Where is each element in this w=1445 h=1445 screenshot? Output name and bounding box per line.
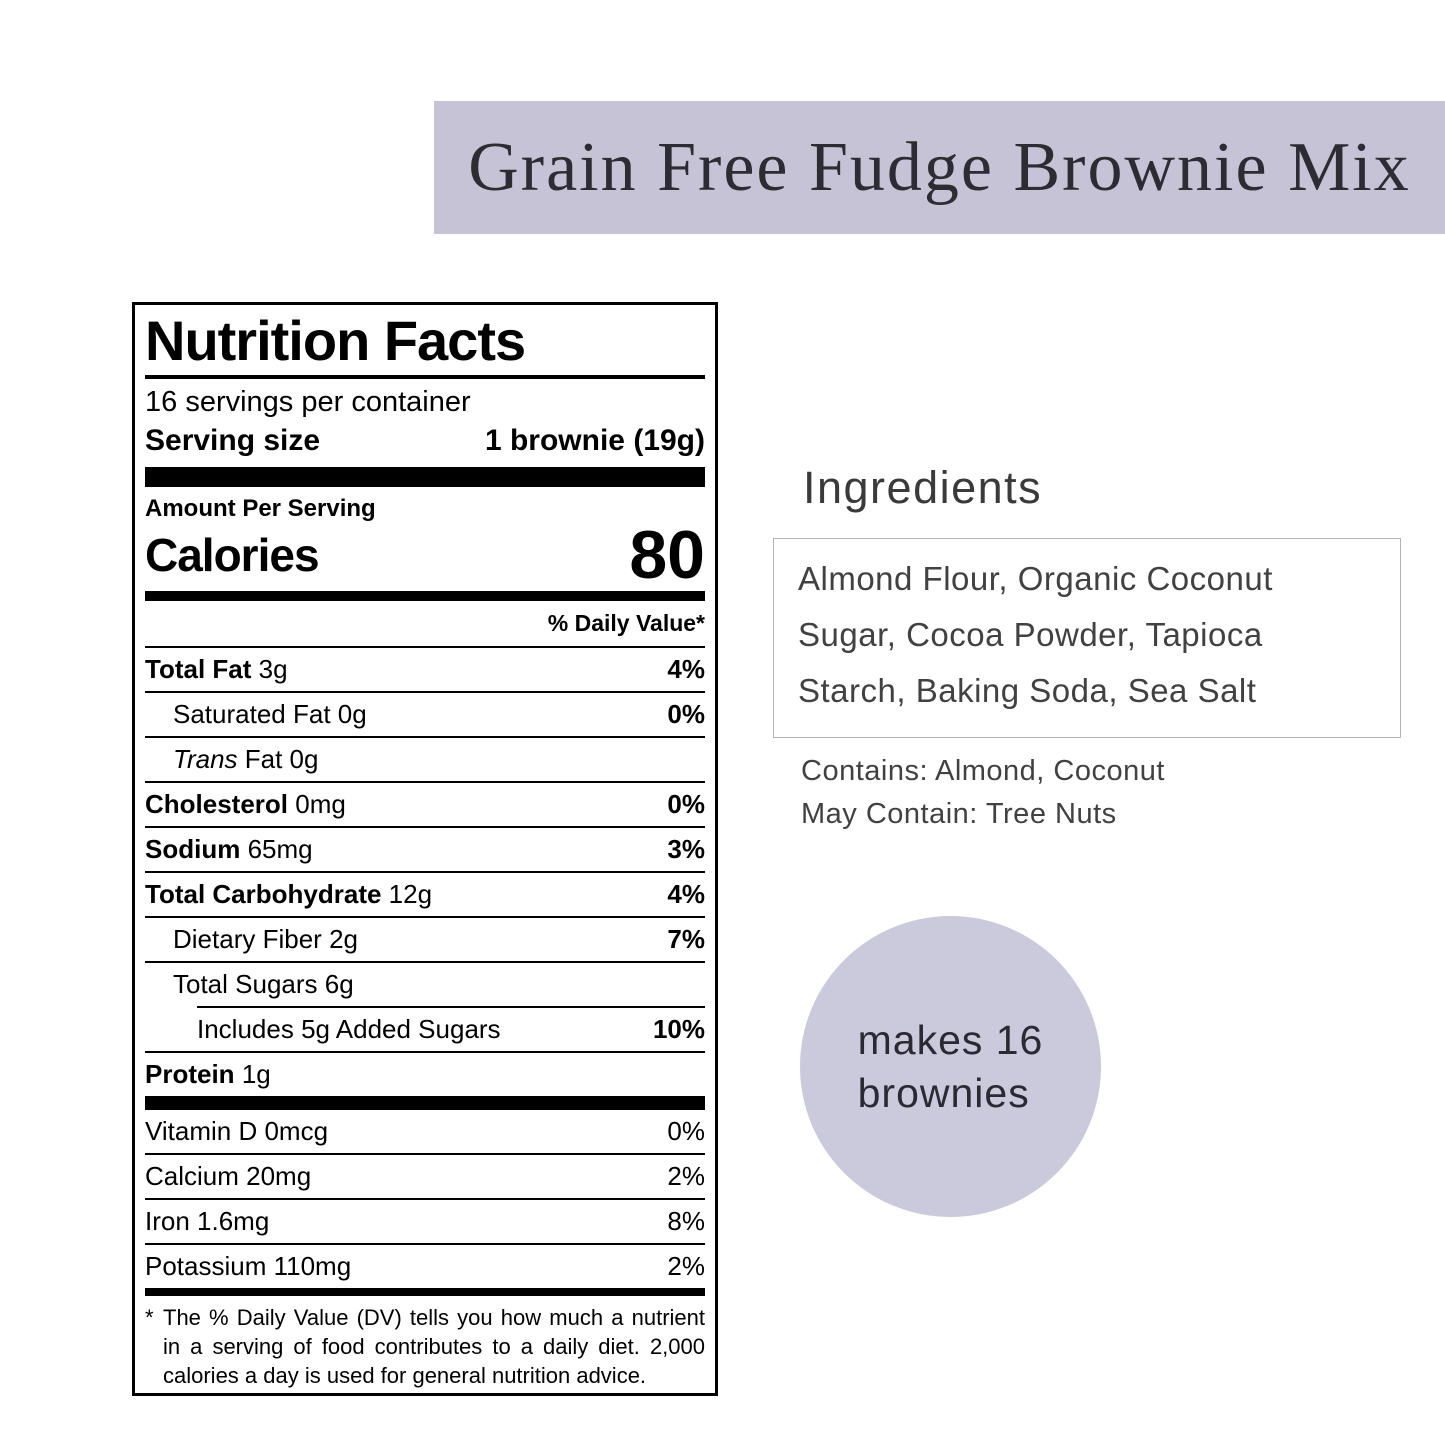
nutrient-dv: 4% xyxy=(667,879,705,909)
nutrient-dv: 10% xyxy=(652,1014,705,1044)
nutrient-dv: 4% xyxy=(667,654,705,684)
ingredients-heading: Ingredients xyxy=(803,462,1043,513)
nutrient-dv: 0% xyxy=(667,699,705,729)
nutrient-name: Calcium 20mg xyxy=(145,1161,312,1191)
nutrient-name: Trans Fat 0g xyxy=(145,744,318,775)
daily-value-footnote: * The % Daily Value (DV) tells you how m… xyxy=(145,1296,705,1390)
nutrient-amount: 2g xyxy=(329,924,358,954)
ingredients-list: Almond Flour, Organic Coconut Sugar, Coc… xyxy=(798,560,1273,709)
ingredients-box: Almond Flour, Organic Coconut Sugar, Coc… xyxy=(773,538,1401,738)
nutrient-name-bold: Sodium xyxy=(145,834,241,864)
nutrient-name-text: Includes 5g Added Sugars xyxy=(197,1014,501,1044)
servings-per-container: 16 servings per container xyxy=(145,386,471,418)
nutrient-dv: 0% xyxy=(667,1116,705,1146)
nutrient-name-italic: Trans xyxy=(173,744,238,774)
nutrient-name: Includes 5g Added Sugars xyxy=(197,1014,501,1045)
nutrient-amount: 3g xyxy=(258,654,288,684)
nutrient-row-iron: Iron 1.6mg 8% xyxy=(145,1198,705,1243)
nutrient-row-sodium: Sodium 65mg 3% xyxy=(145,826,705,871)
badge-text: makes 16 brownies xyxy=(858,1014,1044,1120)
calories-value: 80 xyxy=(629,517,705,593)
serving-size-label: Serving size xyxy=(145,424,321,457)
thick-divider-bar xyxy=(145,1096,705,1110)
nutrient-amount: 0mg xyxy=(295,789,346,819)
nutrient-row-protein: Protein 1g xyxy=(145,1051,705,1096)
nutrient-row-total-carbohydrate: Total Carbohydrate 12g 4% xyxy=(145,871,705,916)
serving-size-value: 1 brownie (19g) xyxy=(484,424,705,457)
allergen-info: Contains: Almond, Coconut May Contain: T… xyxy=(801,750,1165,836)
nutrient-amount: Fat 0g xyxy=(244,744,319,774)
may-contain-text: May Contain: Tree Nuts xyxy=(801,798,1117,830)
nutrient-dv: 8% xyxy=(667,1206,705,1236)
nutrient-name: Iron 1.6mg xyxy=(145,1206,270,1236)
nutrient-name-text: Total Sugars xyxy=(173,969,318,999)
nutrient-row-potassium: Potassium 110mg 2% xyxy=(145,1243,705,1288)
daily-value-header: % Daily Value* xyxy=(547,610,705,636)
serving-size-row: Serving size 1 brownie (19g) xyxy=(145,422,705,467)
nutrient-name: Vitamin D 0mcg xyxy=(145,1116,329,1146)
bottom-divider-bar xyxy=(145,1288,705,1296)
nutrient-amount: 65mg xyxy=(247,834,313,864)
thick-divider-bar xyxy=(145,467,705,487)
nutrient-row-cholesterol: Cholesterol 0mg 0% xyxy=(145,781,705,826)
nutrient-amount: 12g xyxy=(388,879,433,909)
footnote-asterisk: * xyxy=(145,1305,154,1330)
nutrient-row-vitamin-d: Vitamin D 0mcg 0% xyxy=(145,1110,705,1153)
medium-divider-bar xyxy=(145,591,705,601)
nutrient-name: Sodium 65mg xyxy=(145,834,313,865)
nutrient-amount: 1g xyxy=(241,1059,271,1089)
nutrient-row-dietary-fiber: Dietary Fiber 2g 7% xyxy=(145,916,705,961)
nutrient-dv: 3% xyxy=(667,834,705,864)
nutrient-name: Total Fat 3g xyxy=(145,654,288,685)
added-sugars-wrapper: Includes 5g Added Sugars 10% xyxy=(197,1006,705,1051)
product-title-banner: Grain Free Fudge Brownie Mix xyxy=(434,101,1445,234)
nutrient-row-total-fat: Total Fat 3g 4% xyxy=(145,646,705,691)
nutrient-row-trans-fat: Trans Fat 0g xyxy=(145,736,705,781)
nutrient-amount: 0g xyxy=(337,699,367,729)
badge-line2: brownies xyxy=(857,1069,1030,1116)
nutrient-row-total-sugars: Total Sugars 6g xyxy=(145,961,705,1006)
calories-label: Calories xyxy=(145,529,320,581)
nutrient-name-text: Saturated Fat xyxy=(173,699,331,729)
footnote-text: The % Daily Value (DV) tells you how muc… xyxy=(163,1305,705,1388)
nutrition-facts-title: Nutrition Facts xyxy=(145,310,705,379)
badge-line1: makes 16 xyxy=(857,1016,1044,1063)
nutrient-name: Cholesterol 0mg xyxy=(145,789,346,820)
nutrient-name: Saturated Fat 0g xyxy=(145,699,367,730)
nutrient-name-bold: Protein xyxy=(145,1059,235,1089)
nutrient-name-bold: Total Fat xyxy=(145,654,252,684)
nutrient-name: Total Sugars 6g xyxy=(145,969,354,1000)
nutrient-name: Protein 1g xyxy=(145,1059,271,1090)
nutrient-row-added-sugars: Includes 5g Added Sugars 10% xyxy=(197,1008,705,1051)
nutrient-amount: 6g xyxy=(324,969,354,999)
calories-row: Calories 80 xyxy=(145,517,705,593)
product-title: Grain Free Fudge Brownie Mix xyxy=(468,128,1411,206)
nutrient-dv: 2% xyxy=(667,1161,705,1191)
nutrient-name: Dietary Fiber 2g xyxy=(145,924,358,955)
nutrient-dv: 7% xyxy=(667,924,705,954)
nutrient-row-calcium: Calcium 20mg 2% xyxy=(145,1153,705,1198)
nutrient-name: Total Carbohydrate 12g xyxy=(145,879,432,910)
amount-per-serving-label: Amount Per Serving xyxy=(145,495,376,522)
nutrient-dv: 0% xyxy=(667,789,705,819)
nutrient-name-text: Dietary Fiber xyxy=(173,924,322,954)
nutrient-name: Potassium 110mg xyxy=(145,1251,352,1281)
nutrition-facts-label: Nutrition Facts 16 servings per containe… xyxy=(132,302,718,1396)
nutrient-name-bold: Total Carbohydrate xyxy=(145,879,382,909)
contains-text: Contains: Almond, Coconut xyxy=(801,755,1165,787)
nutrient-name-bold: Cholesterol xyxy=(145,789,289,819)
nutrient-dv: 2% xyxy=(667,1251,705,1281)
nutrient-row-saturated-fat: Saturated Fat 0g 0% xyxy=(145,691,705,736)
makes-brownies-badge: makes 16 brownies xyxy=(800,916,1101,1217)
